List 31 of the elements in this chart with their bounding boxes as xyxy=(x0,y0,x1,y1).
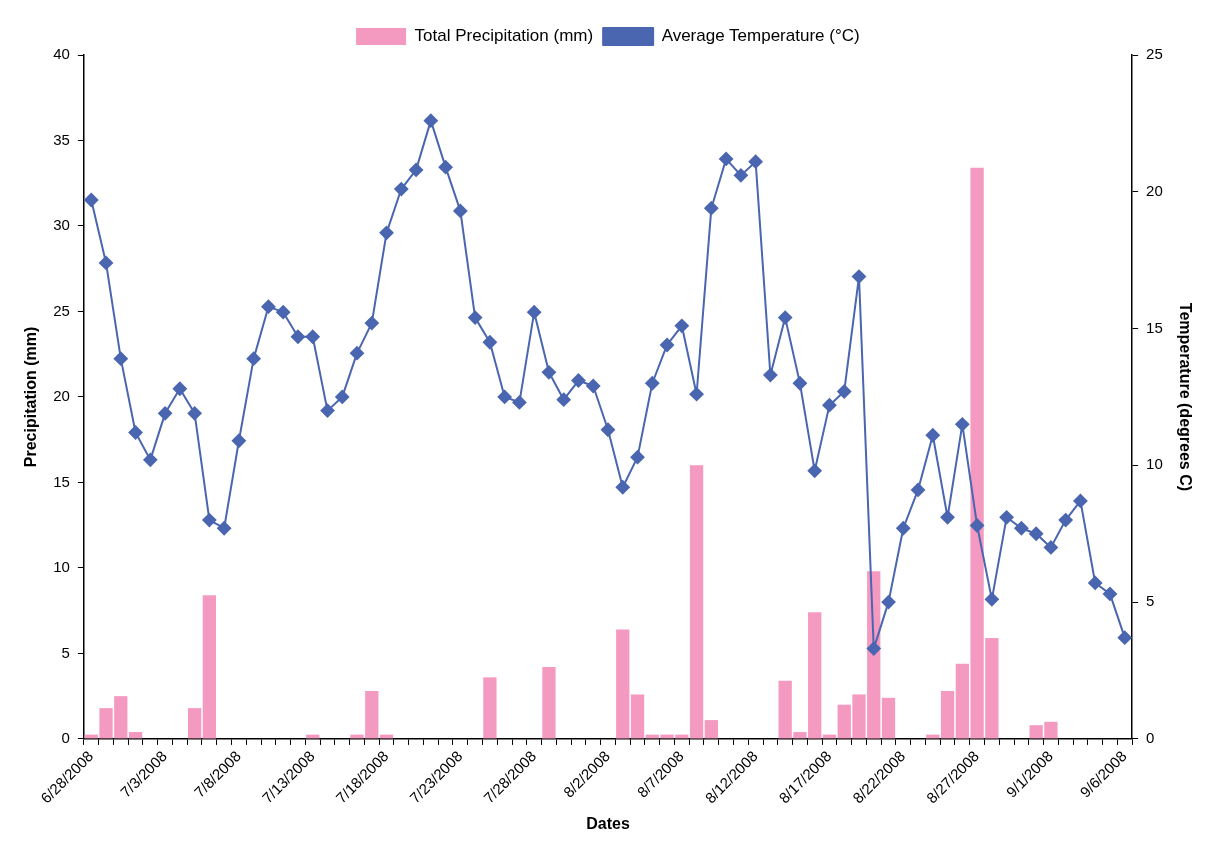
y2-tick-label: 20 xyxy=(1146,181,1163,199)
y2-tick-label: 5 xyxy=(1146,592,1155,610)
bar xyxy=(202,595,217,739)
y-tick-label: 40 xyxy=(53,45,70,63)
legend-label: Total Precipitation (mm) xyxy=(414,26,594,46)
y-axis-title: Precipitation (mm) xyxy=(22,326,40,468)
y-tick-label: 10 xyxy=(53,558,70,576)
bar xyxy=(616,629,630,739)
bar xyxy=(689,465,704,739)
bar xyxy=(630,694,645,739)
y2-tick-label: 0 xyxy=(1146,729,1155,747)
bar xyxy=(128,732,143,739)
y-tick-label: 35 xyxy=(53,130,70,148)
y-tick-label: 0 xyxy=(61,729,70,747)
legend-label: Average Temperature (°C) xyxy=(661,26,860,46)
y2-axis-title: Temperature (degrees C) xyxy=(1176,302,1194,492)
y2-tick-label: 25 xyxy=(1146,45,1163,63)
y-tick-label: 20 xyxy=(53,387,70,405)
y2-tick-label: 15 xyxy=(1146,318,1163,336)
bar xyxy=(704,720,718,739)
x-axis-title: Dates xyxy=(586,814,630,832)
bar xyxy=(187,708,202,739)
bar xyxy=(881,697,896,739)
bar xyxy=(542,667,556,739)
y-tick-label: 30 xyxy=(53,216,70,234)
bar xyxy=(483,677,497,739)
y-tick-label: 15 xyxy=(53,472,70,490)
bar xyxy=(940,691,955,739)
y-tick-label: 25 xyxy=(53,301,70,319)
y-tick-label: 5 xyxy=(61,643,70,661)
y2-tick-label: 10 xyxy=(1146,455,1163,473)
